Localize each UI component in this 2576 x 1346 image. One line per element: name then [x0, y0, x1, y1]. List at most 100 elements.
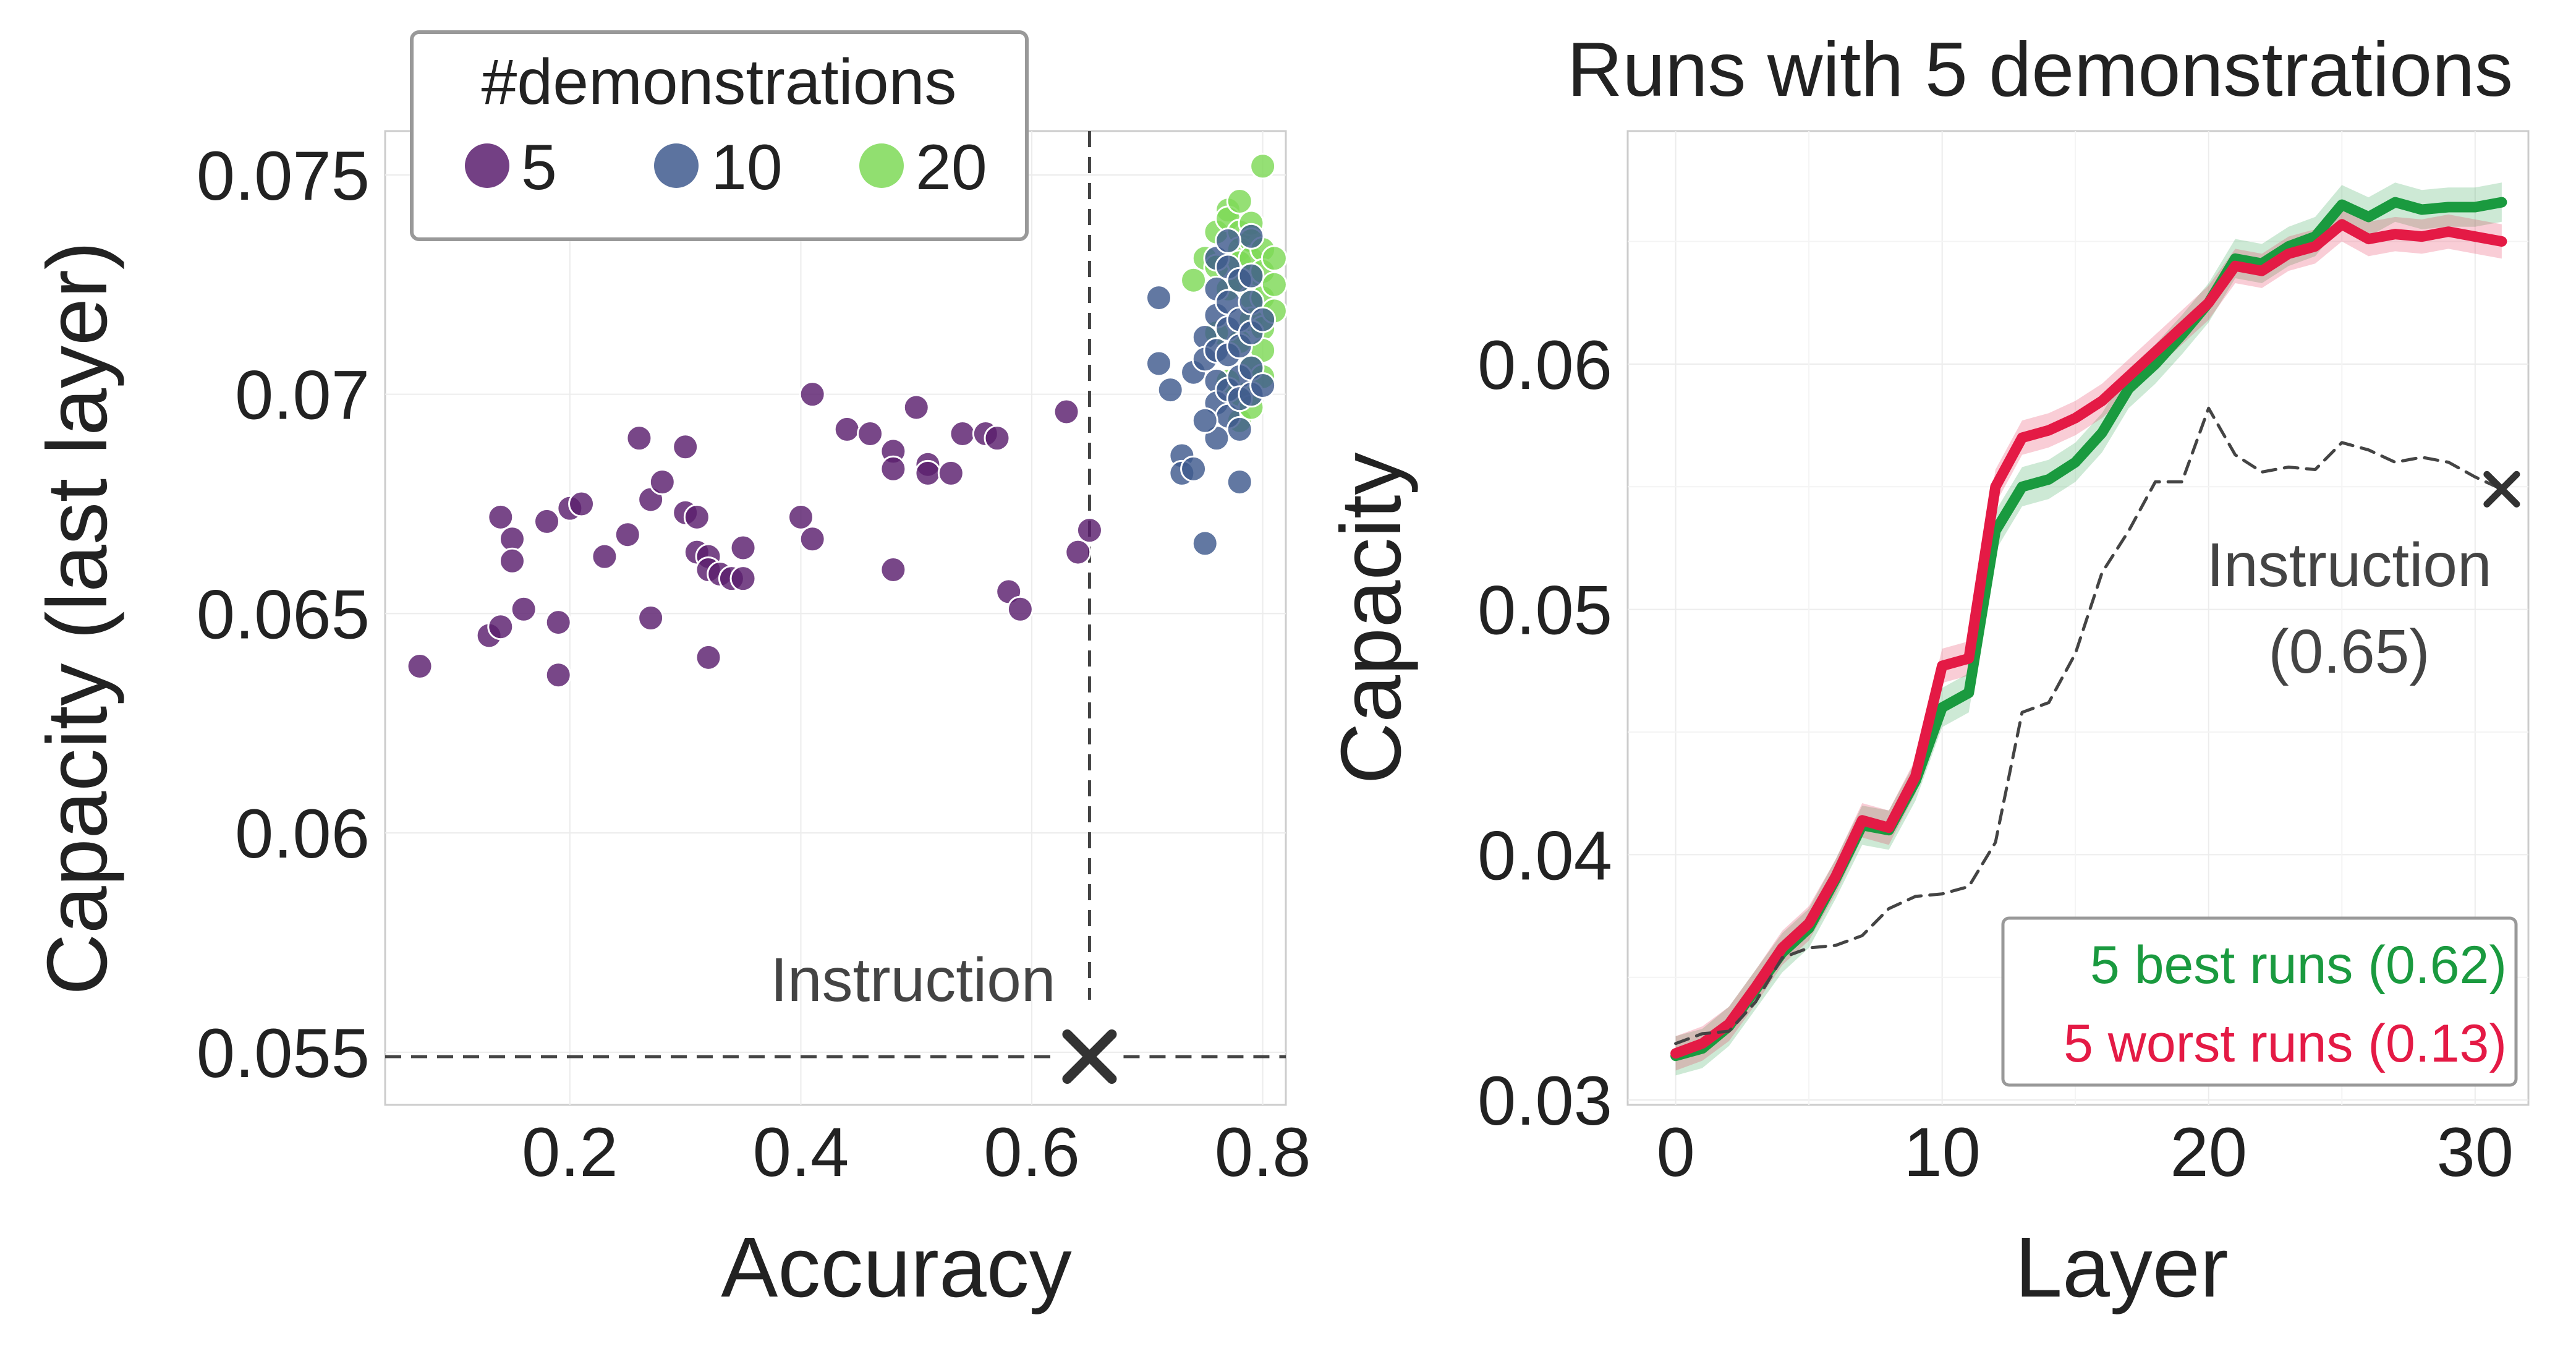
scatter-point-5-43 — [984, 425, 1011, 452]
scatter-point-10-29 — [1238, 262, 1265, 289]
scatter-point-5-37 — [903, 394, 930, 421]
scatter-y-axis-label: Capacity (last layer) — [30, 241, 125, 995]
scatter-point-5-8 — [498, 547, 525, 574]
scatter-point-5-5 — [545, 662, 572, 689]
scatter-point-10-37 — [1249, 372, 1277, 399]
line-instruction-label: Instruction — [2206, 530, 2491, 600]
scatter-point-10-1 — [1146, 350, 1173, 377]
legend-label-best-runs: 5 best runs (0.62) — [2090, 935, 2507, 995]
scatter-point-5-48 — [1076, 517, 1103, 544]
scatter-x-tick-2: 0.6 — [984, 1114, 1080, 1191]
legend-marker-10 — [654, 143, 699, 188]
scatter-instruction-marker — [1062, 1029, 1117, 1084]
scatter-point-5-25 — [729, 565, 757, 592]
line-instruction-score: (0.65) — [2268, 617, 2429, 686]
scatter-point-10-9 — [1191, 530, 1218, 557]
scatter-point-5-17 — [672, 433, 699, 461]
legend-label-5: 5 — [521, 132, 557, 203]
scatter-point-10-34 — [1215, 227, 1242, 254]
scatter-legend: #demonstrations 5 10 20 — [410, 30, 1029, 241]
scatter-point-5-27 — [637, 605, 665, 631]
scatter-legend-box — [410, 30, 1029, 241]
scatter-x-tick-3: 0.8 — [1215, 1114, 1311, 1191]
scatter-point-20-25 — [1260, 271, 1288, 298]
scatter-point-5-33 — [857, 420, 884, 448]
legend-label-10: 10 — [711, 132, 783, 203]
scatter-point-5-14 — [626, 425, 653, 452]
scatter-instruction-label: Instruction — [770, 945, 1055, 1015]
scatter-point-5-40 — [937, 459, 964, 487]
scatter-point-5-13 — [614, 521, 641, 548]
scatter-point-20-23 — [1249, 153, 1277, 180]
scatter-point-10-2 — [1157, 377, 1184, 404]
scatter-x-axis-label: Accuracy — [721, 1220, 1072, 1315]
scatter-point-5-0 — [406, 653, 433, 680]
scatter-point-5-32 — [833, 415, 861, 443]
scatter-legend-title: #demonstrations — [482, 46, 957, 118]
scatter-point-5-47 — [1065, 539, 1092, 566]
scatter-point-10-5 — [1180, 455, 1207, 482]
scatter-instruction-lines — [385, 131, 1286, 1058]
line-x-ticks: 0 10 20 30 — [1656, 1114, 2514, 1191]
line-x-tick-2: 20 — [2170, 1114, 2247, 1191]
scatter-y-tick-1: 0.06 — [235, 795, 370, 872]
legend-label-20: 20 — [916, 132, 987, 203]
line-y-axis-label: Capacity — [1324, 453, 1419, 785]
line-x-tick-0: 0 — [1656, 1114, 1694, 1191]
scatter-point-5-11 — [568, 490, 595, 518]
line-y-tick-1: 0.04 — [1477, 817, 1612, 894]
legend-label-worst-runs: 5 worst runs (0.13) — [2064, 1014, 2507, 1073]
legend-marker-20 — [859, 143, 904, 188]
scatter-point-5-29 — [787, 503, 814, 530]
line-series — [1670, 197, 2507, 1062]
scatter-point-10-28 — [1238, 223, 1265, 250]
scatter-point-5-19 — [683, 503, 710, 530]
line-panel: Runs with 5 demonstrations Instruction (… — [1324, 27, 2530, 1315]
scatter-x-tick-0: 0.2 — [522, 1114, 618, 1191]
line-x-tick-1: 10 — [1903, 1114, 1981, 1191]
scatter-point-5-45 — [1006, 595, 1034, 623]
line-legend: 5 best runs (0.62) 5 worst runs (0.13) — [2001, 916, 2518, 1087]
scatter-point-5-39 — [914, 459, 942, 487]
scatter-point-5-30 — [799, 526, 826, 553]
scatter-point-5-41 — [949, 420, 976, 448]
scatter-y-tick-2: 0.065 — [197, 576, 370, 653]
scatter-point-5-6 — [487, 503, 514, 530]
scatter-y-ticks: 0.055 0.06 0.065 0.07 0.075 — [197, 137, 370, 1092]
scatter-points — [406, 153, 1288, 689]
line-y-tick-2: 0.05 — [1477, 572, 1612, 649]
line-x-tick-3: 30 — [2436, 1114, 2514, 1191]
scatter-x-tick-1: 0.4 — [753, 1114, 849, 1191]
scatter-point-5-46 — [1053, 398, 1080, 425]
scatter-y-tick-0: 0.055 — [197, 1015, 370, 1092]
scatter-point-5-2 — [487, 613, 514, 641]
scatter-point-5-28 — [695, 644, 722, 671]
line-y-tick-0: 0.03 — [1477, 1062, 1612, 1139]
line-instruction-marker — [2483, 471, 2520, 508]
line-instruction-x-mark — [2483, 471, 2520, 508]
scatter-point-5-16 — [648, 469, 676, 496]
line-series-worst — [1670, 219, 2507, 1059]
scatter-point-5-35 — [880, 455, 907, 482]
scatter-point-5-3 — [510, 595, 537, 623]
scatter-point-5-9 — [533, 508, 561, 535]
scatter-point-10-38 — [1249, 306, 1277, 333]
line-x-axis-label: Layer — [2015, 1220, 2228, 1315]
scatter-instruction-x-mark — [1062, 1029, 1117, 1084]
scatter-point-5-31 — [799, 381, 826, 408]
scatter-point-5-12 — [591, 543, 618, 570]
scatter-point-5-26 — [729, 534, 757, 561]
scatter-point-10-36 — [1191, 407, 1218, 434]
legend-marker-5 — [465, 143, 509, 188]
scatter-point-10-39 — [1226, 415, 1253, 443]
line-y-ticks: 0.03 0.04 0.05 0.06 — [1477, 326, 1612, 1139]
line-y-tick-3: 0.06 — [1477, 326, 1612, 404]
scatter-x-ticks: 0.2 0.4 0.6 0.8 — [522, 1114, 1311, 1191]
scatter-point-10-27 — [1226, 469, 1253, 496]
line-series-instruction — [1674, 406, 2504, 1046]
scatter-point-20-0 — [1180, 266, 1207, 294]
scatter-point-5-4 — [545, 609, 572, 636]
scatter-y-tick-3: 0.07 — [235, 357, 370, 434]
